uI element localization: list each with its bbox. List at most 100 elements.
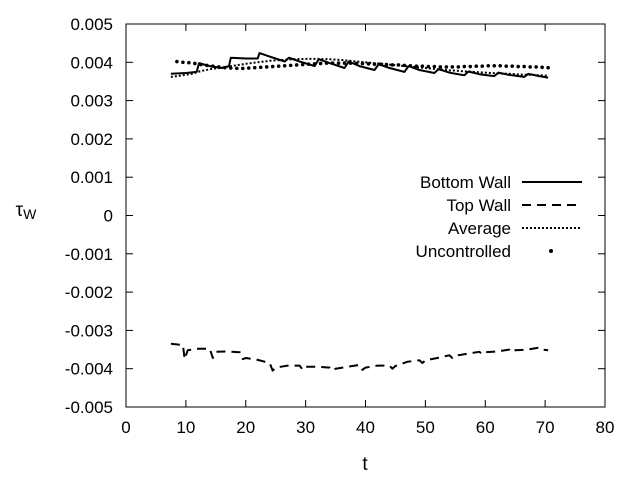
legend-label: Bottom Wall bbox=[420, 173, 511, 192]
data-point bbox=[378, 62, 383, 67]
y-axis-title: τW bbox=[16, 200, 38, 222]
series-line bbox=[170, 342, 549, 372]
x-tick-label: 30 bbox=[296, 418, 315, 437]
data-point bbox=[528, 65, 532, 69]
data-point bbox=[480, 64, 485, 68]
data-point bbox=[546, 65, 550, 70]
data-point bbox=[408, 63, 413, 68]
data-point bbox=[228, 66, 233, 70]
y-tick-label: 0.003 bbox=[70, 92, 113, 111]
y-tick-label: 0.005 bbox=[70, 15, 113, 34]
data-point bbox=[540, 65, 544, 70]
data-point bbox=[211, 64, 215, 68]
data-point bbox=[510, 64, 514, 68]
data-point bbox=[390, 63, 395, 67]
data-point bbox=[486, 63, 491, 68]
y-tick-label: -0.003 bbox=[65, 321, 113, 340]
y-tick-label: -0.001 bbox=[65, 245, 113, 264]
data-point bbox=[474, 64, 479, 68]
x-tick-label: 0 bbox=[121, 418, 130, 437]
legend-item: Average bbox=[448, 219, 582, 238]
data-point bbox=[384, 62, 389, 67]
data-point bbox=[205, 63, 209, 68]
data-point bbox=[240, 66, 245, 71]
series-line bbox=[170, 57, 549, 78]
data-point bbox=[366, 62, 371, 66]
data-point bbox=[193, 61, 197, 66]
data-point bbox=[330, 61, 335, 65]
data-point bbox=[306, 62, 311, 67]
data-point bbox=[348, 61, 353, 65]
data-point bbox=[456, 65, 461, 69]
legend-label: Average bbox=[448, 219, 511, 238]
data-point bbox=[264, 65, 269, 69]
legend-swatch bbox=[549, 249, 553, 253]
data-point bbox=[468, 64, 473, 69]
legend-label: Uncontrolled bbox=[416, 242, 511, 261]
series-bottom-wall bbox=[170, 52, 549, 79]
data-point bbox=[534, 65, 538, 69]
data-point bbox=[336, 61, 341, 65]
legend-item: Bottom Wall bbox=[420, 173, 582, 192]
y-axis-title-subscript: W bbox=[23, 206, 37, 222]
y-tick-label: -0.004 bbox=[65, 360, 113, 379]
data-point bbox=[414, 64, 419, 68]
data-point bbox=[498, 63, 503, 68]
x-axis-title: t bbox=[362, 454, 368, 475]
data-point bbox=[432, 64, 437, 69]
legend-item: Top Wall bbox=[446, 196, 582, 215]
data-point bbox=[234, 66, 239, 71]
y-tick-label: -0.005 bbox=[65, 398, 113, 417]
x-tick-label: 60 bbox=[476, 418, 495, 437]
data-point bbox=[492, 63, 497, 68]
x-tick-label: 50 bbox=[416, 418, 435, 437]
data-point bbox=[300, 62, 305, 67]
data-point bbox=[276, 64, 281, 68]
y-tick-label: 0.002 bbox=[70, 130, 113, 149]
series-layer bbox=[170, 52, 550, 372]
data-point bbox=[294, 63, 299, 67]
data-point bbox=[402, 63, 407, 68]
data-point bbox=[288, 63, 293, 68]
data-point bbox=[246, 66, 251, 70]
x-tick-label: 80 bbox=[596, 418, 615, 437]
data-point bbox=[420, 64, 425, 68]
data-point bbox=[516, 64, 520, 69]
data-point bbox=[318, 61, 323, 66]
data-point bbox=[504, 64, 509, 68]
y-axis-title-symbol: τ bbox=[16, 200, 24, 221]
y-tick-label: 0.004 bbox=[70, 53, 113, 72]
legend-label: Top Wall bbox=[446, 196, 511, 215]
series-average bbox=[170, 57, 549, 78]
data-point bbox=[175, 59, 179, 64]
x-axis: 0 10 20 30 40 50 60 70 80 bbox=[121, 24, 614, 437]
series-top-wall bbox=[170, 342, 549, 372]
series-uncontrolled bbox=[175, 59, 550, 71]
y-tick-label: 0.001 bbox=[70, 168, 113, 187]
x-tick-label: 20 bbox=[236, 418, 255, 437]
data-point bbox=[360, 61, 365, 66]
x-tick-label: 40 bbox=[356, 418, 375, 437]
x-tick-label: 70 bbox=[536, 418, 555, 437]
x-tick-label: 10 bbox=[176, 418, 195, 437]
data-point bbox=[222, 65, 227, 70]
legend: Bottom Wall Top Wall Average Uncontrolled bbox=[416, 173, 582, 261]
data-point bbox=[450, 65, 455, 69]
y-axis: -0.005 -0.004 -0.003 -0.002 -0.001 0 0.001 0.00… bbox=[65, 15, 605, 417]
data-point bbox=[354, 61, 359, 66]
data-point bbox=[181, 60, 185, 65]
y-tick-label: 0 bbox=[104, 207, 113, 226]
data-point bbox=[252, 65, 257, 70]
data-point bbox=[199, 62, 203, 67]
data-point bbox=[342, 61, 347, 65]
data-point bbox=[462, 64, 467, 69]
data-point bbox=[282, 63, 287, 68]
data-point bbox=[372, 62, 377, 67]
data-point bbox=[426, 64, 431, 69]
series-line bbox=[170, 52, 549, 79]
data-point bbox=[396, 63, 401, 67]
data-point bbox=[217, 65, 221, 69]
data-point bbox=[187, 60, 191, 65]
data-point bbox=[312, 62, 317, 66]
legend-item: Uncontrolled bbox=[416, 242, 553, 261]
